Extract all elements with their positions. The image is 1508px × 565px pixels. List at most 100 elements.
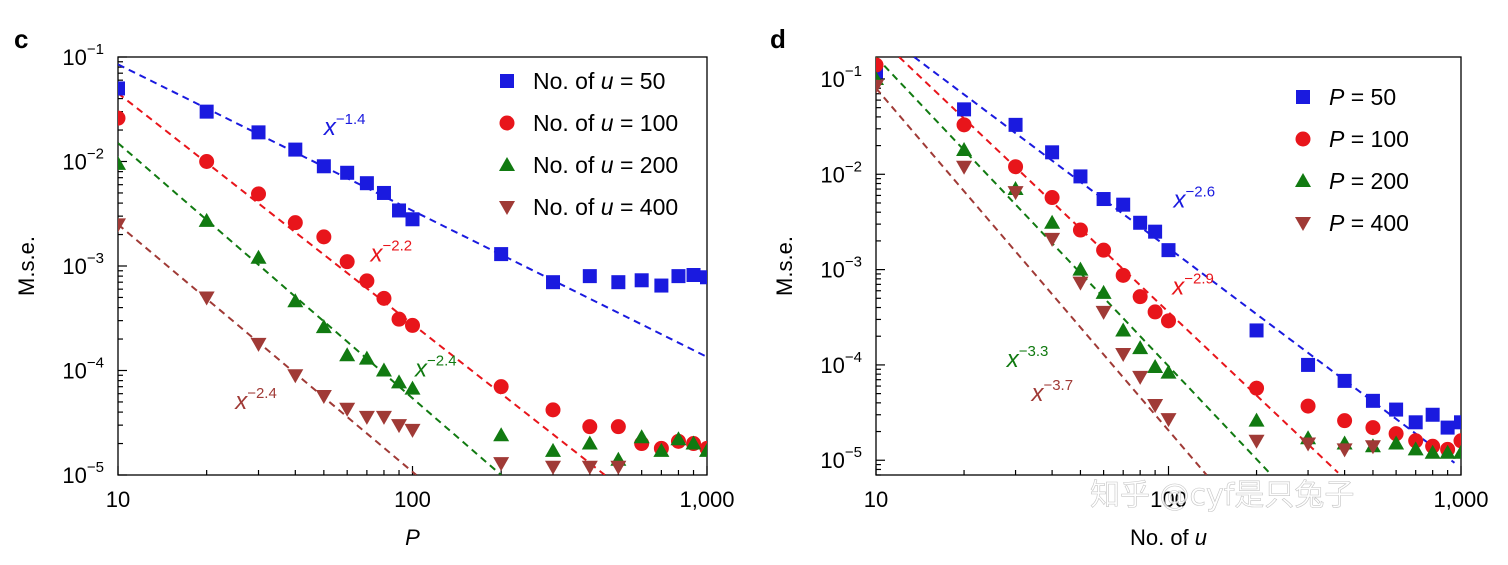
data-point bbox=[654, 278, 669, 293]
data-point bbox=[493, 427, 510, 442]
fit-line bbox=[118, 63, 707, 358]
data-point bbox=[1096, 242, 1112, 258]
y-tick-label: 10−4 bbox=[62, 355, 104, 384]
plot-area bbox=[118, 63, 707, 475]
y-tick-label: 10−3 bbox=[62, 250, 104, 279]
y-axis-label: M.s.e. bbox=[14, 236, 39, 296]
data-point bbox=[581, 460, 598, 475]
data-point bbox=[315, 319, 332, 334]
y-tick-label: 10−4 bbox=[820, 349, 862, 378]
data-point bbox=[546, 275, 561, 290]
data-point bbox=[1248, 412, 1265, 427]
data-point bbox=[358, 350, 375, 365]
data-point bbox=[1439, 444, 1456, 459]
data-point bbox=[1133, 215, 1148, 230]
y-tick-label: 10−3 bbox=[820, 254, 862, 283]
data-point bbox=[1148, 224, 1163, 239]
data-point bbox=[339, 402, 356, 417]
data-point bbox=[653, 442, 670, 457]
legend-marker bbox=[1295, 217, 1311, 231]
data-point bbox=[876, 57, 884, 73]
data-point bbox=[1440, 420, 1455, 435]
data-point bbox=[118, 81, 125, 96]
legend-label: P = 400 bbox=[1329, 210, 1409, 236]
data-point bbox=[1095, 284, 1112, 299]
data-point bbox=[493, 379, 509, 395]
data-point bbox=[198, 212, 215, 227]
data-point bbox=[392, 203, 407, 218]
slope-annotation: x−3.3 bbox=[1006, 343, 1049, 373]
y-tick-label: 10−5 bbox=[62, 459, 104, 488]
data-point bbox=[1161, 313, 1176, 329]
slope-annotation: x−2.9 bbox=[1171, 270, 1214, 300]
data-point bbox=[1072, 276, 1089, 291]
data-point bbox=[391, 374, 408, 389]
data-point bbox=[1300, 398, 1316, 414]
data-point bbox=[339, 347, 356, 362]
data-point bbox=[1301, 357, 1316, 372]
data-point bbox=[376, 290, 392, 306]
data-point bbox=[1249, 323, 1264, 338]
data-point bbox=[1408, 415, 1423, 430]
y-tick-label: 10−5 bbox=[820, 444, 862, 473]
data-point bbox=[1072, 222, 1088, 238]
data-point bbox=[1007, 186, 1024, 201]
legend-label: No. of u = 100 bbox=[533, 110, 678, 136]
data-point bbox=[545, 402, 561, 418]
y-tick-label: 10−2 bbox=[820, 158, 862, 187]
data-point bbox=[1161, 243, 1176, 258]
slope-annotation: x−2.2 bbox=[369, 238, 412, 268]
data-point bbox=[1147, 304, 1163, 320]
data-point bbox=[375, 362, 392, 377]
data-point bbox=[358, 410, 375, 425]
data-point bbox=[1248, 434, 1265, 449]
data-point bbox=[315, 390, 332, 405]
data-point bbox=[1337, 413, 1353, 429]
data-point bbox=[1160, 364, 1177, 379]
data-point bbox=[1072, 261, 1089, 276]
data-point bbox=[1044, 214, 1061, 229]
data-point bbox=[359, 176, 374, 191]
data-point bbox=[582, 269, 597, 284]
data-point bbox=[404, 423, 421, 438]
data-point bbox=[391, 311, 407, 327]
data-point bbox=[1096, 192, 1111, 207]
data-point bbox=[876, 79, 884, 94]
panel-d: d 10 100 1,000 10−1 10−2 10−3 10−4 10−5 M.s.e. No.… bbox=[770, 24, 1489, 550]
data-point bbox=[1160, 413, 1177, 428]
data-point bbox=[1424, 444, 1441, 459]
plot-area bbox=[876, 57, 1461, 475]
data-point bbox=[610, 419, 626, 435]
data-point bbox=[670, 431, 687, 446]
data-point bbox=[118, 155, 126, 170]
data-point bbox=[1407, 441, 1424, 456]
data-point bbox=[250, 249, 267, 264]
data-point bbox=[1147, 398, 1164, 413]
data-point bbox=[339, 254, 355, 270]
data-point bbox=[493, 457, 510, 472]
fit-line bbox=[898, 57, 1339, 474]
data-point bbox=[1115, 348, 1132, 363]
data-point bbox=[671, 269, 686, 284]
fit-line bbox=[913, 57, 1456, 464]
data-point bbox=[287, 215, 303, 231]
data-point bbox=[1073, 169, 1088, 184]
data-point bbox=[1337, 373, 1352, 388]
data-point bbox=[1425, 407, 1440, 422]
x-tick-label: 10 bbox=[106, 487, 130, 512]
data-point bbox=[359, 273, 375, 289]
legend-marker bbox=[500, 74, 514, 88]
data-point bbox=[956, 160, 973, 175]
data-point bbox=[1336, 443, 1353, 458]
data-point bbox=[340, 165, 355, 180]
data-point bbox=[391, 419, 408, 434]
x-tick-label: 100 bbox=[394, 487, 431, 512]
data-point bbox=[1249, 380, 1265, 396]
legend-marker bbox=[499, 115, 515, 131]
fit-line bbox=[876, 57, 1273, 475]
legend-label: P = 200 bbox=[1329, 168, 1409, 194]
panel-c: c 10 100 1,000 10−1 10−2 10−3 10−4 10−5 M.s.e. Px−… bbox=[14, 24, 735, 550]
legend-marker bbox=[499, 201, 515, 215]
data-point bbox=[1147, 359, 1164, 374]
